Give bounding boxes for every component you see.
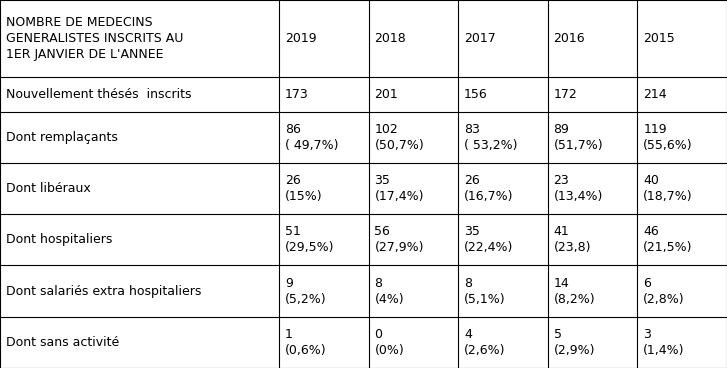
Text: 46
(21,5%): 46 (21,5%) [643,225,693,254]
Text: 102
(50,7%): 102 (50,7%) [374,123,424,152]
Text: Nouvellement thésés  inscrits: Nouvellement thésés inscrits [6,88,191,101]
Text: 214: 214 [643,88,667,101]
Text: 4
(2,6%): 4 (2,6%) [464,328,505,357]
Text: NOMBRE DE MEDECINS
GENERALISTES INSCRITS AU
1ER JANVIER DE L'ANNEE: NOMBRE DE MEDECINS GENERALISTES INSCRITS… [6,16,183,61]
Text: 173: 173 [285,88,308,101]
Text: 51
(29,5%): 51 (29,5%) [285,225,334,254]
Text: 119
(55,6%): 119 (55,6%) [643,123,693,152]
Text: 41
(23,8): 41 (23,8) [554,225,591,254]
Text: 156: 156 [464,88,488,101]
Text: 0
(0%): 0 (0%) [374,328,404,357]
Text: 8
(4%): 8 (4%) [374,277,404,305]
Text: 86
( 49,7%): 86 ( 49,7%) [285,123,338,152]
Text: 83
( 53,2%): 83 ( 53,2%) [464,123,518,152]
Text: 201: 201 [374,88,398,101]
Text: 2018: 2018 [374,32,406,45]
Text: 35
(22,4%): 35 (22,4%) [464,225,513,254]
Text: Dont remplaçants: Dont remplaçants [6,131,118,144]
Text: 8
(5,1%): 8 (5,1%) [464,277,506,305]
Text: 26
(15%): 26 (15%) [285,174,323,203]
Text: Dont sans activité: Dont sans activité [6,336,119,349]
Text: 40
(18,7%): 40 (18,7%) [643,174,693,203]
Text: Dont libéraux: Dont libéraux [6,182,91,195]
Text: 14
(8,2%): 14 (8,2%) [554,277,595,305]
Text: 5
(2,9%): 5 (2,9%) [554,328,595,357]
Text: 9
(5,2%): 9 (5,2%) [285,277,326,305]
Text: 172: 172 [554,88,577,101]
Text: 3
(1,4%): 3 (1,4%) [643,328,685,357]
Text: 26
(16,7%): 26 (16,7%) [464,174,513,203]
Text: 2015: 2015 [643,32,675,45]
Text: 56
(27,9%): 56 (27,9%) [374,225,424,254]
Text: 2017: 2017 [464,32,496,45]
Text: 23
(13,4%): 23 (13,4%) [554,174,603,203]
Text: Dont hospitaliers: Dont hospitaliers [6,233,112,246]
Text: 2016: 2016 [554,32,585,45]
Text: 35
(17,4%): 35 (17,4%) [374,174,424,203]
Text: 2019: 2019 [285,32,316,45]
Text: 89
(51,7%): 89 (51,7%) [554,123,603,152]
Text: Dont salariés extra hospitaliers: Dont salariés extra hospitaliers [6,284,201,298]
Text: 1
(0,6%): 1 (0,6%) [285,328,326,357]
Text: 6
(2,8%): 6 (2,8%) [643,277,685,305]
